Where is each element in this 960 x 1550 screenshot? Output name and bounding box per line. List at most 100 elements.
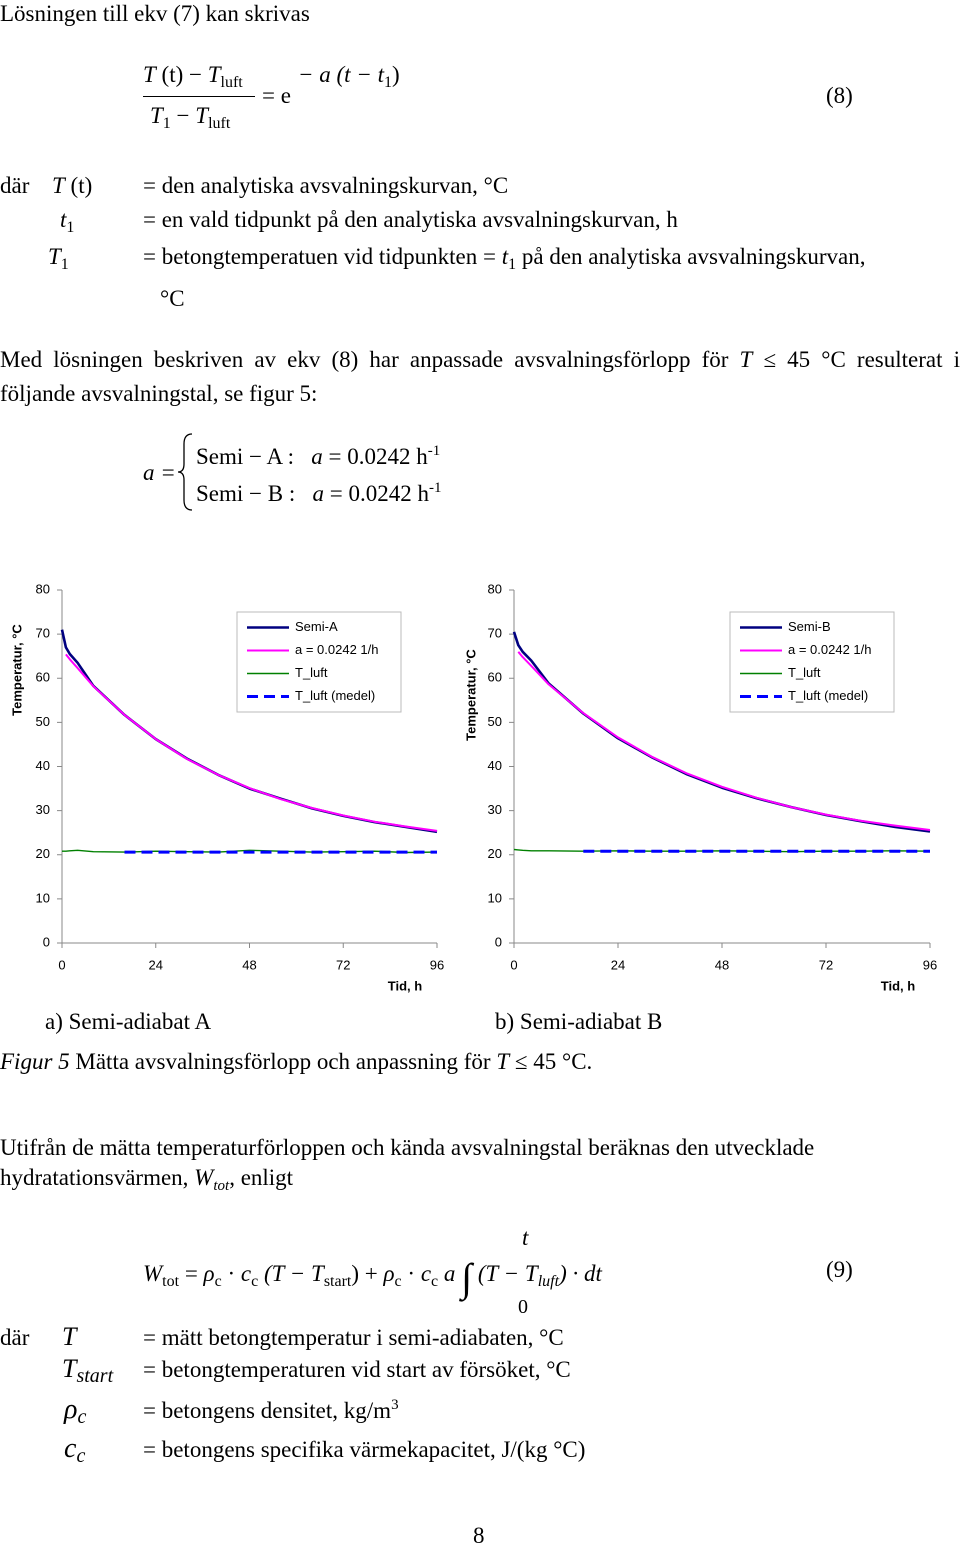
definition: = betongtemperaturen vid start av försök… bbox=[143, 1357, 571, 1382]
txt: · bbox=[221, 1261, 241, 1286]
legend-label: T_luft (medel) bbox=[295, 688, 375, 703]
sym: T bbox=[739, 347, 753, 372]
sym: T bbox=[150, 103, 163, 128]
txt: − a (t − t bbox=[298, 62, 384, 87]
sym: T bbox=[62, 1322, 77, 1351]
figure-caption: Figur 5 Mätta avsvalningsförlopp och anp… bbox=[0, 1050, 592, 1073]
y-tick-label: 20 bbox=[488, 846, 502, 861]
x-tick-label: 0 bbox=[58, 957, 65, 972]
sup: -1 bbox=[428, 480, 442, 496]
sym: a bbox=[312, 481, 324, 506]
y-tick-label: 50 bbox=[36, 714, 50, 729]
definition-cont: °C bbox=[160, 286, 185, 311]
symbol: cc bbox=[64, 1433, 86, 1467]
sub: 1 bbox=[162, 115, 171, 132]
lead: där bbox=[0, 173, 30, 198]
y-tick-label: 50 bbox=[488, 714, 502, 729]
lead: där bbox=[0, 1325, 30, 1350]
sym: ρ bbox=[64, 1394, 78, 1425]
txt: Utifrån de mätta temperaturförloppen och… bbox=[0, 1135, 815, 1190]
txt: = betongtemperatuen vid tidpunkten = bbox=[143, 244, 502, 269]
page-number: 8 bbox=[473, 1523, 485, 1548]
lower-limit: 0 bbox=[518, 1296, 528, 1318]
sym: T bbox=[496, 1049, 510, 1074]
txt: ) · dt bbox=[559, 1261, 602, 1286]
caption: a) Semi-adiabat A bbox=[45, 1009, 212, 1034]
sub: tot bbox=[162, 1273, 180, 1290]
eq-row: Semi − A : a = 0.0242 h-1 bbox=[196, 443, 441, 469]
legend-label: a = 0.0242 1/h bbox=[295, 642, 379, 657]
txt: Semi − A : bbox=[196, 444, 294, 469]
txt: (t) − bbox=[155, 62, 208, 87]
sub: c bbox=[394, 1273, 402, 1290]
sub: tot bbox=[213, 1178, 230, 1194]
txt: ≤ 45 °C resulterat i följande avsvalning… bbox=[0, 347, 960, 406]
definition: = mätt betongtemperatur i semi-adiabaten… bbox=[143, 1325, 564, 1350]
sub: start bbox=[76, 1365, 114, 1387]
txt: (T − T bbox=[258, 1261, 324, 1286]
sup: -1 bbox=[427, 443, 441, 459]
eq9: Wtot = ρc · cc (T − Tstart) + ρc · cc a … bbox=[143, 1258, 602, 1298]
sym: t bbox=[522, 1225, 529, 1250]
sub: 1 bbox=[383, 74, 392, 91]
definition: = den analytiska avsvalningskurvan, °C bbox=[143, 173, 509, 198]
upper-limit: t bbox=[522, 1226, 528, 1249]
eq-number: (8) bbox=[826, 83, 853, 108]
txt: (t) bbox=[64, 173, 93, 198]
symbol: T1 bbox=[48, 245, 69, 273]
eq-number: (9) bbox=[826, 1257, 853, 1282]
chart: 0 10 20 30 40 50 60 70 80 0 24 48 72 96 Tid, h Temperat… bbox=[463, 581, 937, 993]
legend-label: Semi-A bbox=[295, 619, 338, 634]
sym: ρ bbox=[383, 1261, 395, 1286]
txt: , enligt bbox=[229, 1165, 294, 1190]
sub: 1 bbox=[508, 256, 517, 273]
y-tick-label: 10 bbox=[488, 890, 502, 905]
sub: luft bbox=[220, 74, 243, 91]
y-tick-label: 70 bbox=[36, 626, 50, 641]
sub: c bbox=[76, 1445, 86, 1467]
legend-label: Semi-B bbox=[788, 619, 831, 634]
sub: c bbox=[431, 1273, 439, 1290]
sym: c bbox=[240, 1261, 252, 1286]
symbol: T (t) bbox=[52, 174, 92, 197]
y-tick-label: 80 bbox=[36, 581, 50, 596]
eq-rhs: = e bbox=[262, 83, 291, 108]
y-tick-label: 80 bbox=[488, 581, 502, 596]
x-tick-label: 72 bbox=[336, 957, 350, 972]
y-tick-label: 60 bbox=[488, 670, 502, 685]
x-tick-label: 48 bbox=[715, 957, 729, 972]
y-tick-label: 0 bbox=[43, 934, 50, 949]
sym: T bbox=[48, 244, 61, 269]
txt: Mätta avsvalningsförlopp och anpassning … bbox=[69, 1049, 497, 1074]
txt: ) bbox=[391, 62, 400, 87]
definition: = betongens specifika värmekapacitet, J/… bbox=[143, 1437, 586, 1462]
definition: = betongtemperatuen vid tidpunkten = t1 … bbox=[143, 245, 866, 273]
sym: W bbox=[143, 1261, 163, 1286]
integral: ∫ bbox=[461, 1255, 473, 1300]
definition: = betongens densitet, kg/m3 bbox=[143, 1397, 399, 1423]
fraction-bar bbox=[143, 96, 255, 97]
txt: Semi − B : bbox=[196, 481, 296, 506]
sym: t bbox=[501, 244, 509, 269]
txt: = betongens densitet, kg/m bbox=[143, 1398, 392, 1423]
chart: 0 10 20 30 40 50 60 70 80 0 24 48 72 96 Tid, h Temperat… bbox=[9, 581, 444, 993]
sym: a bbox=[438, 1261, 462, 1286]
definition: = en vald tidpunkt på den analytiska avs… bbox=[143, 207, 678, 232]
eq-numerator: T (t) − Tluft bbox=[143, 63, 243, 91]
y-axis-title: Temperatur, °C bbox=[9, 624, 24, 716]
sup: 3 bbox=[391, 1397, 399, 1413]
y-tick-label: 40 bbox=[36, 758, 50, 773]
symbol: t1 bbox=[60, 208, 74, 236]
legend-label: T_luft bbox=[788, 665, 821, 680]
sym: c bbox=[64, 1433, 77, 1464]
txt: = 0.0242 h bbox=[323, 481, 429, 506]
sub: c bbox=[214, 1273, 222, 1290]
y-tick-label: 70 bbox=[488, 626, 502, 641]
txt: ≤ 45 °C. bbox=[509, 1049, 593, 1074]
sym: a = bbox=[143, 460, 176, 485]
sub: c bbox=[251, 1273, 259, 1290]
y-tick-label: 20 bbox=[36, 846, 50, 861]
caption: b) Semi-adiabat B bbox=[495, 1009, 663, 1034]
eq-row: Semi − B : a = 0.0242 h-1 bbox=[196, 480, 442, 506]
eq-exponent: − a (t − t1) bbox=[298, 63, 400, 91]
